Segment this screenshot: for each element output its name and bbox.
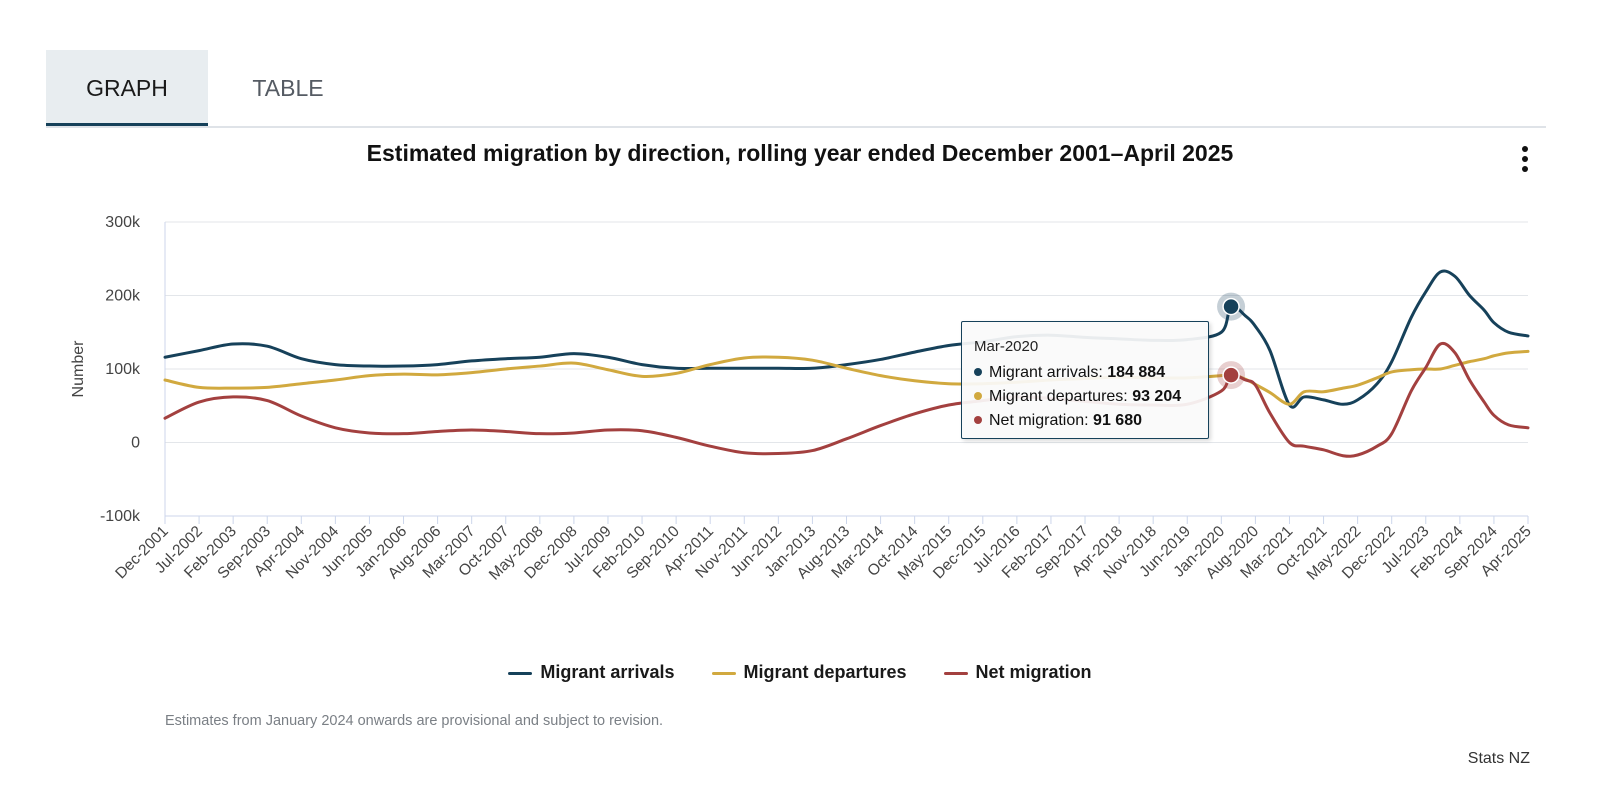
tooltip-value-net: 91 680: [1093, 412, 1142, 429]
y-tick-label: 100k: [105, 361, 141, 378]
tab-graph[interactable]: GRAPH: [46, 50, 208, 126]
tooltip-row-departures: Migrant departures: 93 204: [974, 388, 1181, 406]
tooltip-dot-departures: [974, 391, 982, 400]
tooltip-dot-net: [974, 415, 982, 424]
tooltip-label-net: Net migration:: [989, 412, 1094, 429]
tooltip-label-departures: Migrant departures:: [989, 388, 1133, 405]
tab-bar: GRAPH TABLE: [46, 50, 1546, 128]
legend-label-arrivals: Migrant arrivals: [540, 662, 675, 682]
legend-item-net[interactable]: Net migration: [943, 662, 1092, 683]
footnote: Estimates from January 2024 onwards are …: [165, 713, 664, 729]
legend-item-departures[interactable]: Migrant departures: [711, 662, 907, 683]
series-line-arrivals: [163, 269, 1530, 409]
y-tick-label: 0: [131, 435, 140, 452]
legend-swatch-net: [943, 671, 968, 675]
legend-swatch-departures: [711, 671, 736, 675]
legend: Migrant arrivals Migrant departures Net …: [0, 662, 1600, 683]
tooltip-label-arrivals: Migrant arrivals:: [989, 364, 1108, 381]
series-line-departures: [163, 349, 1530, 406]
chart-tooltip: Mar-2020 Migrant arrivals: 184 884 Migra…: [961, 321, 1209, 439]
chart-title: Estimated migration by direction, rollin…: [366, 140, 1234, 166]
tooltip-row-arrivals: Migrant arrivals: 184 884: [974, 364, 1165, 382]
y-tick-label: 300k: [105, 214, 141, 231]
source-credit: Stats NZ: [1467, 750, 1530, 767]
chart-menu-icon[interactable]: [1518, 146, 1532, 178]
tooltip-dot-arrivals: [974, 367, 982, 376]
tooltip-row-net: Net migration: 91 680: [974, 412, 1142, 430]
tooltip-value-departures: 93 204: [1132, 388, 1182, 405]
highlight-marker-arrivals: [1222, 297, 1240, 316]
highlight-marker-net: [1222, 366, 1240, 384]
legend-item-arrivals[interactable]: Migrant arrivals: [508, 662, 674, 683]
y-tick-label: 200k: [105, 288, 141, 305]
legend-label-net: Net migration: [975, 662, 1092, 682]
tab-table[interactable]: TABLE: [252, 75, 324, 101]
tooltip-date: Mar-2020: [974, 338, 1039, 355]
legend-swatch-arrivals: [508, 671, 533, 675]
y-tick-label: -100k: [100, 508, 141, 525]
tooltip-value-arrivals: 184 884: [1107, 364, 1166, 381]
legend-label-departures: Migrant departures: [743, 662, 907, 682]
y-axis-title: Number: [70, 340, 87, 398]
chart-canvas: -100k0100k200k300kNumberDec-2001Jul-2002…: [70, 214, 1535, 584]
